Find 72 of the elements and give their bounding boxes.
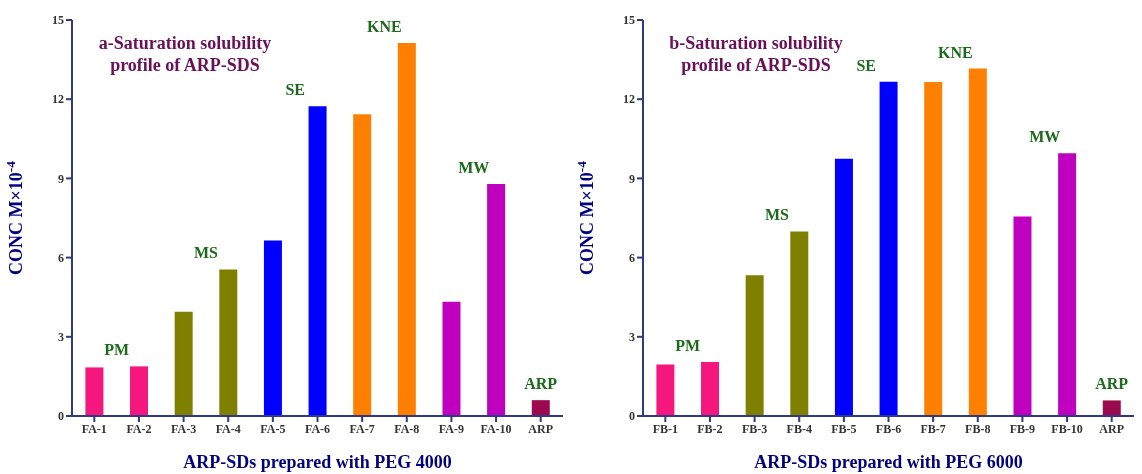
x-tick-label: FA-2 (126, 421, 152, 436)
x-tick-label: FB-1 (652, 421, 678, 436)
x-tick-label: FA-4 (215, 421, 241, 436)
bar (219, 269, 238, 416)
x-tick-label: FA-1 (81, 421, 107, 436)
y-tick-label: 6 (629, 250, 635, 265)
x-tick-label: FA-7 (349, 421, 375, 436)
x-axis-title: ARP-SDs prepared with PEG 4000 (183, 452, 452, 472)
x-tick-label: FA-10 (480, 421, 512, 436)
y-tick-label: 3 (629, 330, 635, 345)
bar (531, 400, 550, 416)
bar (308, 106, 327, 416)
bar (879, 81, 898, 416)
x-tick-label: FA-3 (171, 421, 197, 436)
x-tick-label: ARP (528, 421, 554, 436)
x-tick-label: ARP (1099, 421, 1125, 436)
x-tick-label: FB-3 (741, 421, 768, 436)
annotation: SE (284, 80, 306, 101)
annotation: KNE (366, 16, 403, 37)
x-tick-label: FB-7 (920, 421, 946, 436)
y-tick-label: 3 (58, 330, 64, 345)
bar (924, 82, 943, 416)
annotation: MW (457, 157, 491, 178)
x-tick-label: FB-9 (1009, 421, 1036, 436)
annotation: KNE (937, 42, 974, 63)
annotation: PM (674, 335, 702, 356)
y-tick-label: 0 (629, 409, 635, 424)
x-tick-label: FB-5 (831, 421, 857, 436)
y-tick-label: 0 (58, 409, 64, 424)
bar (968, 68, 987, 416)
x-tick-label: FA-9 (438, 421, 464, 436)
text: b-Saturation solubility profile of ARP-SDS (669, 33, 843, 75)
bar (790, 231, 809, 416)
y-tick-label: 6 (58, 250, 64, 265)
bar (656, 364, 675, 416)
x-tick-label: FB-6 (875, 421, 902, 436)
x-axis-title: ARP-SDs prepared with PEG 6000 (754, 452, 1023, 472)
x-tick-label: FB-10 (1051, 421, 1083, 436)
bar (263, 240, 282, 416)
text: a-Saturation solubility profile of ARP-SDS (97, 32, 273, 76)
bar (1058, 153, 1077, 416)
annotation: MS (192, 243, 219, 264)
bar (834, 158, 853, 416)
x-tick-label: FB-4 (786, 421, 812, 436)
bar (1013, 216, 1032, 416)
bar (130, 366, 149, 416)
bar (174, 311, 193, 416)
bar (397, 42, 416, 416)
bar (1102, 400, 1121, 416)
x-tick-label: FA-6 (304, 421, 331, 436)
annotation: ARP (523, 374, 559, 395)
bar (745, 275, 764, 416)
annotation: PM (103, 340, 131, 361)
annotation: SE (855, 55, 877, 76)
bar (487, 183, 506, 416)
bar (85, 367, 104, 416)
x-tick-label: FB-2 (697, 421, 723, 436)
annotation: MS (763, 205, 790, 226)
y-tick-label: 15 (623, 13, 635, 28)
annotation: ARP (1094, 374, 1130, 395)
bar (701, 361, 720, 416)
y-tick-label: 12 (52, 92, 64, 107)
bar (353, 114, 372, 416)
x-tick-label: FA-8 (394, 421, 420, 436)
y-tick-label: 9 (58, 171, 64, 186)
x-tick-label: FA-5 (260, 421, 286, 436)
annotation: MW (1028, 127, 1062, 148)
y-tick-label: 9 (629, 171, 635, 186)
y-tick-label: 12 (623, 92, 635, 107)
y-tick-label: 15 (52, 13, 64, 28)
bar (442, 301, 461, 416)
x-tick-label: FB-8 (965, 421, 991, 436)
